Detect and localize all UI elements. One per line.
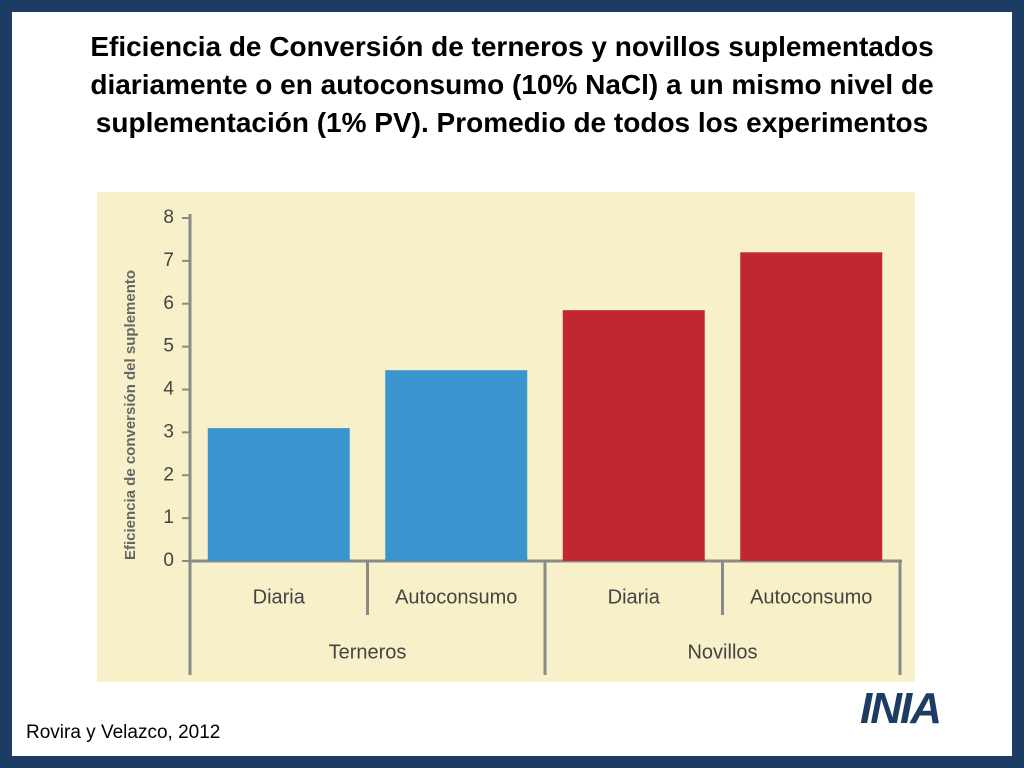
bar [207,428,350,561]
chart: Eficiencia de conversión del suplemento … [97,192,915,682]
y-tick-label: 6 [163,293,174,314]
slide: Eficiencia de Conversión de terneros y n… [12,12,1012,756]
x-tick-label: Diaria [253,586,306,608]
y-tick-label: 1 [163,507,174,528]
y-tick-label: 4 [163,379,174,400]
y-tick-label: 2 [163,464,174,485]
y-tick-label: 8 [163,207,174,228]
x-tick-label: Autoconsumo [395,586,517,608]
bar [740,252,883,562]
y-tick-label: 0 [163,550,174,571]
group-label: Terneros [329,641,407,663]
group-label: Novillos [687,641,757,663]
bar [385,370,528,561]
source: Rovira y Velazco, 2012 [26,722,221,743]
y-axis-label: Eficiencia de conversión del suplemento [122,270,139,560]
y-tick-label: 5 [163,336,174,357]
x-tick-label: Autoconsumo [750,586,872,608]
slide-title: Eficiencia de Conversión de terneros y n… [90,31,934,138]
y-tick-label: 7 [163,250,174,271]
bar [562,310,705,561]
logo: INIA [860,684,942,733]
y-tick-label: 3 [163,421,174,442]
x-tick-label: Diaria [608,586,661,608]
